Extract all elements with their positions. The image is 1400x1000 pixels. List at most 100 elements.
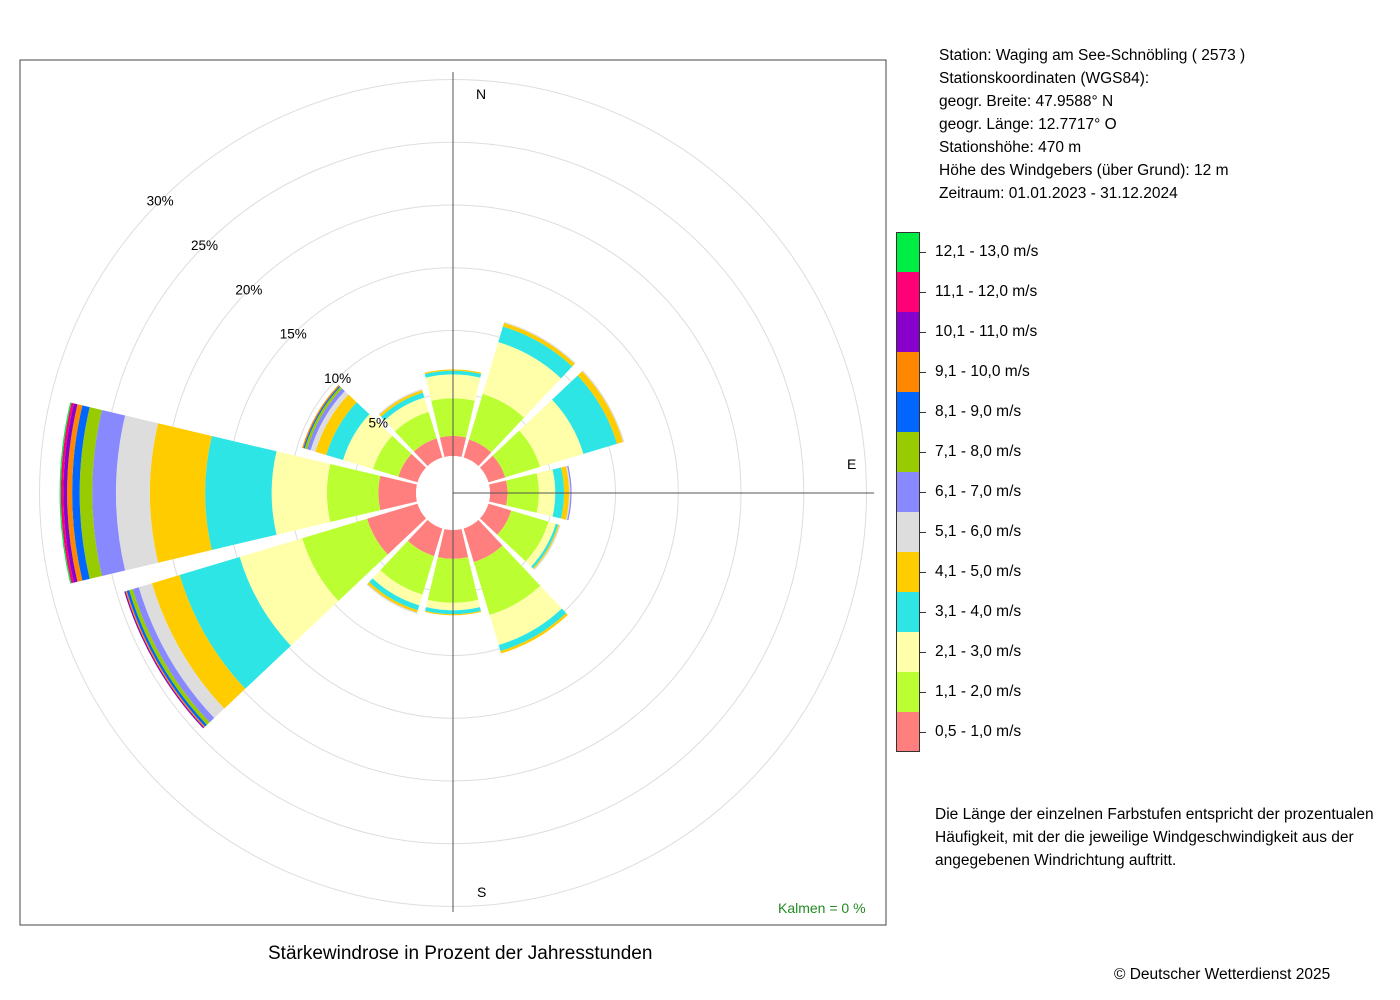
sector-30-class-1: [469, 393, 524, 453]
legend-swatch: [896, 232, 920, 272]
note-line-3: angegebenen Windrichtung auftritt.: [935, 852, 1177, 869]
sector-30-class-3: [498, 326, 573, 379]
sector-270-class-5: [116, 415, 159, 571]
sector-150-class-3: [498, 608, 567, 652]
sector-270-class-10: [63, 403, 78, 583]
sector-90-class-5: [565, 466, 571, 520]
legend-swatch: [896, 672, 920, 712]
legend-swatch: [896, 472, 920, 512]
sector-270-class-3: [205, 435, 277, 551]
rose-sectors: [59, 321, 625, 729]
legend-item: 12,1 - 13,0 m/s: [896, 232, 1196, 272]
station-latitude: geogr. Breite: 47.9588° N: [939, 93, 1114, 110]
legend-tick: [920, 612, 926, 613]
sector-300-class-4: [315, 394, 357, 455]
sector-270-class-4: [149, 423, 212, 563]
sector-330-class-2: [384, 397, 429, 432]
sensor-height: Höhe des Windgebers (über Grund): 12 m: [939, 162, 1229, 179]
sector-210-class-2: [372, 570, 423, 606]
tick-label-25: 25%: [191, 238, 218, 253]
sector-300-class-2: [343, 414, 393, 470]
sector-270-class-1: [326, 463, 381, 523]
legend-label: 7,1 - 8,0 m/s: [935, 443, 1022, 460]
legend-label: 4,1 - 5,0 m/s: [935, 563, 1022, 580]
legend-swatch: [896, 592, 920, 632]
sector-210-class-0: [407, 519, 443, 557]
legend-label: 10,1 - 11,0 m/s: [935, 323, 1038, 340]
legend-swatch: [896, 512, 920, 552]
sector-270-class-2: [271, 451, 331, 535]
legend-tick: [920, 652, 926, 653]
sector-300-class-1: [373, 435, 412, 477]
sector-60-class-0: [479, 455, 506, 483]
sector-270-class-9: [67, 404, 83, 582]
radial-tick-labels: 5% 10% 15% 20% 25% 30%: [147, 194, 388, 431]
compass-label-e: E: [847, 456, 856, 472]
legend-swatch: [896, 552, 920, 592]
sector-270-class-7: [79, 407, 102, 579]
sector-120-class-1: [497, 510, 549, 562]
sector-60-class-1: [492, 430, 541, 478]
tick-label-5: 5%: [368, 415, 388, 430]
legend-tick: [920, 412, 926, 413]
legend-label: 11,1 - 12,0 m/s: [935, 283, 1038, 300]
sector-90-class-6: [567, 465, 572, 521]
sector-120-class-3: [531, 523, 559, 569]
station-coords-heading: Stationskoordinaten (WGS84):: [939, 70, 1150, 87]
legend-swatch: [896, 632, 920, 672]
legend-label: 8,1 - 9,0 m/s: [935, 403, 1022, 420]
sector-210-class-3: [369, 578, 420, 611]
sector-150-class-1: [473, 545, 541, 615]
sector-270-class-6: [92, 410, 126, 576]
sector-210-class-4: [367, 582, 418, 613]
legend-tick: [920, 292, 926, 293]
plot-frame: [19, 59, 887, 926]
sector-240-class-2: [239, 538, 339, 646]
note-line-2: Häufigkeit, mit der die jeweilige Windge…: [935, 829, 1354, 846]
sector-240-class-0: [367, 503, 427, 555]
station-info: Station: Waging am See-Schnöbling ( 2573…: [939, 44, 1245, 205]
legend-item: 8,1 - 9,0 m/s: [896, 392, 1196, 432]
legend-label: 12,1 - 13,0 m/s: [935, 243, 1039, 260]
legend-item: 11,1 - 12,0 m/s: [896, 272, 1196, 312]
legend-tick: [920, 492, 926, 493]
sector-240-class-1: [302, 518, 388, 602]
explanation-note: Die Länge der einzelnen Farbstufen entsp…: [935, 803, 1395, 872]
legend-label: 5,1 - 6,0 m/s: [935, 523, 1022, 540]
legend-swatch: [896, 272, 920, 312]
sector-330-class-0: [413, 438, 443, 467]
legend-label: 0,5 - 1,0 m/s: [935, 723, 1022, 740]
sector-210-class-1: [380, 540, 435, 595]
sector-330-class-4: [379, 390, 423, 417]
legend-item: 3,1 - 4,0 m/s: [896, 592, 1196, 632]
sector-240-class-4: [151, 575, 246, 709]
legend-swatch: [896, 392, 920, 432]
legend-tick: [920, 452, 926, 453]
legend-tick: [920, 532, 926, 533]
tick-label-15: 15%: [280, 327, 307, 342]
copyright: © Deutscher Wetterdienst 2025: [1114, 966, 1331, 983]
sector-150-class-0: [463, 519, 503, 563]
sector-120-class-2: [525, 521, 556, 567]
sector-240-class-3: [179, 557, 291, 689]
sector-240-class-5: [138, 583, 225, 719]
sector-30-class-4: [502, 322, 575, 367]
sector-240-class-6: [132, 587, 215, 723]
sector-300-class-7: [304, 386, 343, 450]
tick-label-30: 30%: [147, 194, 174, 209]
compass-label-s: S: [477, 884, 486, 900]
sector-0-class-4: [424, 369, 482, 374]
tick-label-20: 20%: [235, 282, 262, 297]
legend-swatch: [896, 352, 920, 392]
sector-30-class-0: [463, 439, 492, 467]
legend-tick: [920, 692, 926, 693]
station-elevation: Stationshöhe: 470 m: [939, 139, 1082, 156]
legend-item: 2,1 - 3,0 m/s: [896, 632, 1196, 672]
legend-swatch: [896, 712, 920, 752]
legend-label: 1,1 - 2,0 m/s: [935, 683, 1022, 700]
chart-caption: Stärkewindrose in Prozent der Jahresstun…: [268, 943, 653, 964]
sector-270-class-11: [60, 402, 74, 584]
sector-270-class-12: [59, 402, 72, 584]
legend-tick: [920, 252, 926, 253]
